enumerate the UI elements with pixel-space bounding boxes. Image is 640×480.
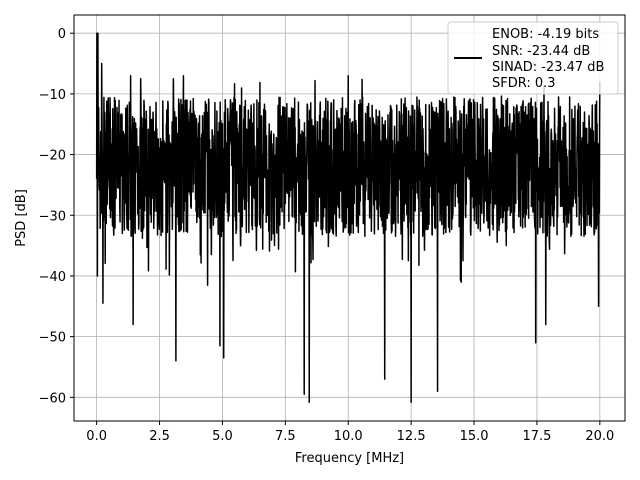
y-tick-label: −10	[39, 88, 66, 103]
psd-series-line	[95, 32, 601, 403]
legend: ENOB: -4.19 bits SNR: -23.44 dB SINAD: -…	[447, 21, 619, 95]
x-tick-label: 10.0	[334, 429, 363, 444]
x-tick-label: 2.5	[149, 429, 170, 444]
x-tick-label: 5.0	[212, 429, 233, 444]
x-axis: 0.0 2.5 5.0 7.5 10.0 12.5 15.0 17.5 20.0	[86, 421, 614, 444]
x-tick-label: 0.0	[86, 429, 107, 444]
y-axis: 0 −10 −20 −30 −40 −50 −60	[39, 27, 74, 406]
legend-snr: SNR: -23.44 dB	[492, 44, 590, 59]
x-tick-label: 7.5	[275, 429, 296, 444]
legend-box	[447, 21, 619, 95]
legend-enob: ENOB: -4.19 bits	[492, 27, 599, 42]
plot-frame	[73, 14, 626, 422]
y-axis-label: PSD [dB]	[14, 189, 29, 247]
y-tick-label: −20	[39, 149, 66, 164]
series-layer	[95, 32, 601, 403]
y-tick-label: −50	[39, 331, 66, 346]
y-tick-label: 0	[58, 27, 66, 42]
x-tick-label: 12.5	[397, 429, 426, 444]
y-tick-label: −60	[39, 391, 66, 406]
legend-sinad: SINAD: -23.47 dB	[492, 60, 604, 75]
x-tick-label: 15.0	[460, 429, 489, 444]
x-tick-label: 20.0	[585, 429, 614, 444]
x-axis-label: Frequency [MHz]	[295, 451, 404, 466]
y-tick-label: −30	[39, 209, 66, 224]
y-tick-label: −40	[39, 270, 66, 285]
x-tick-label: 17.5	[522, 429, 551, 444]
legend-sfdr: SFDR: 0.3	[492, 76, 556, 91]
